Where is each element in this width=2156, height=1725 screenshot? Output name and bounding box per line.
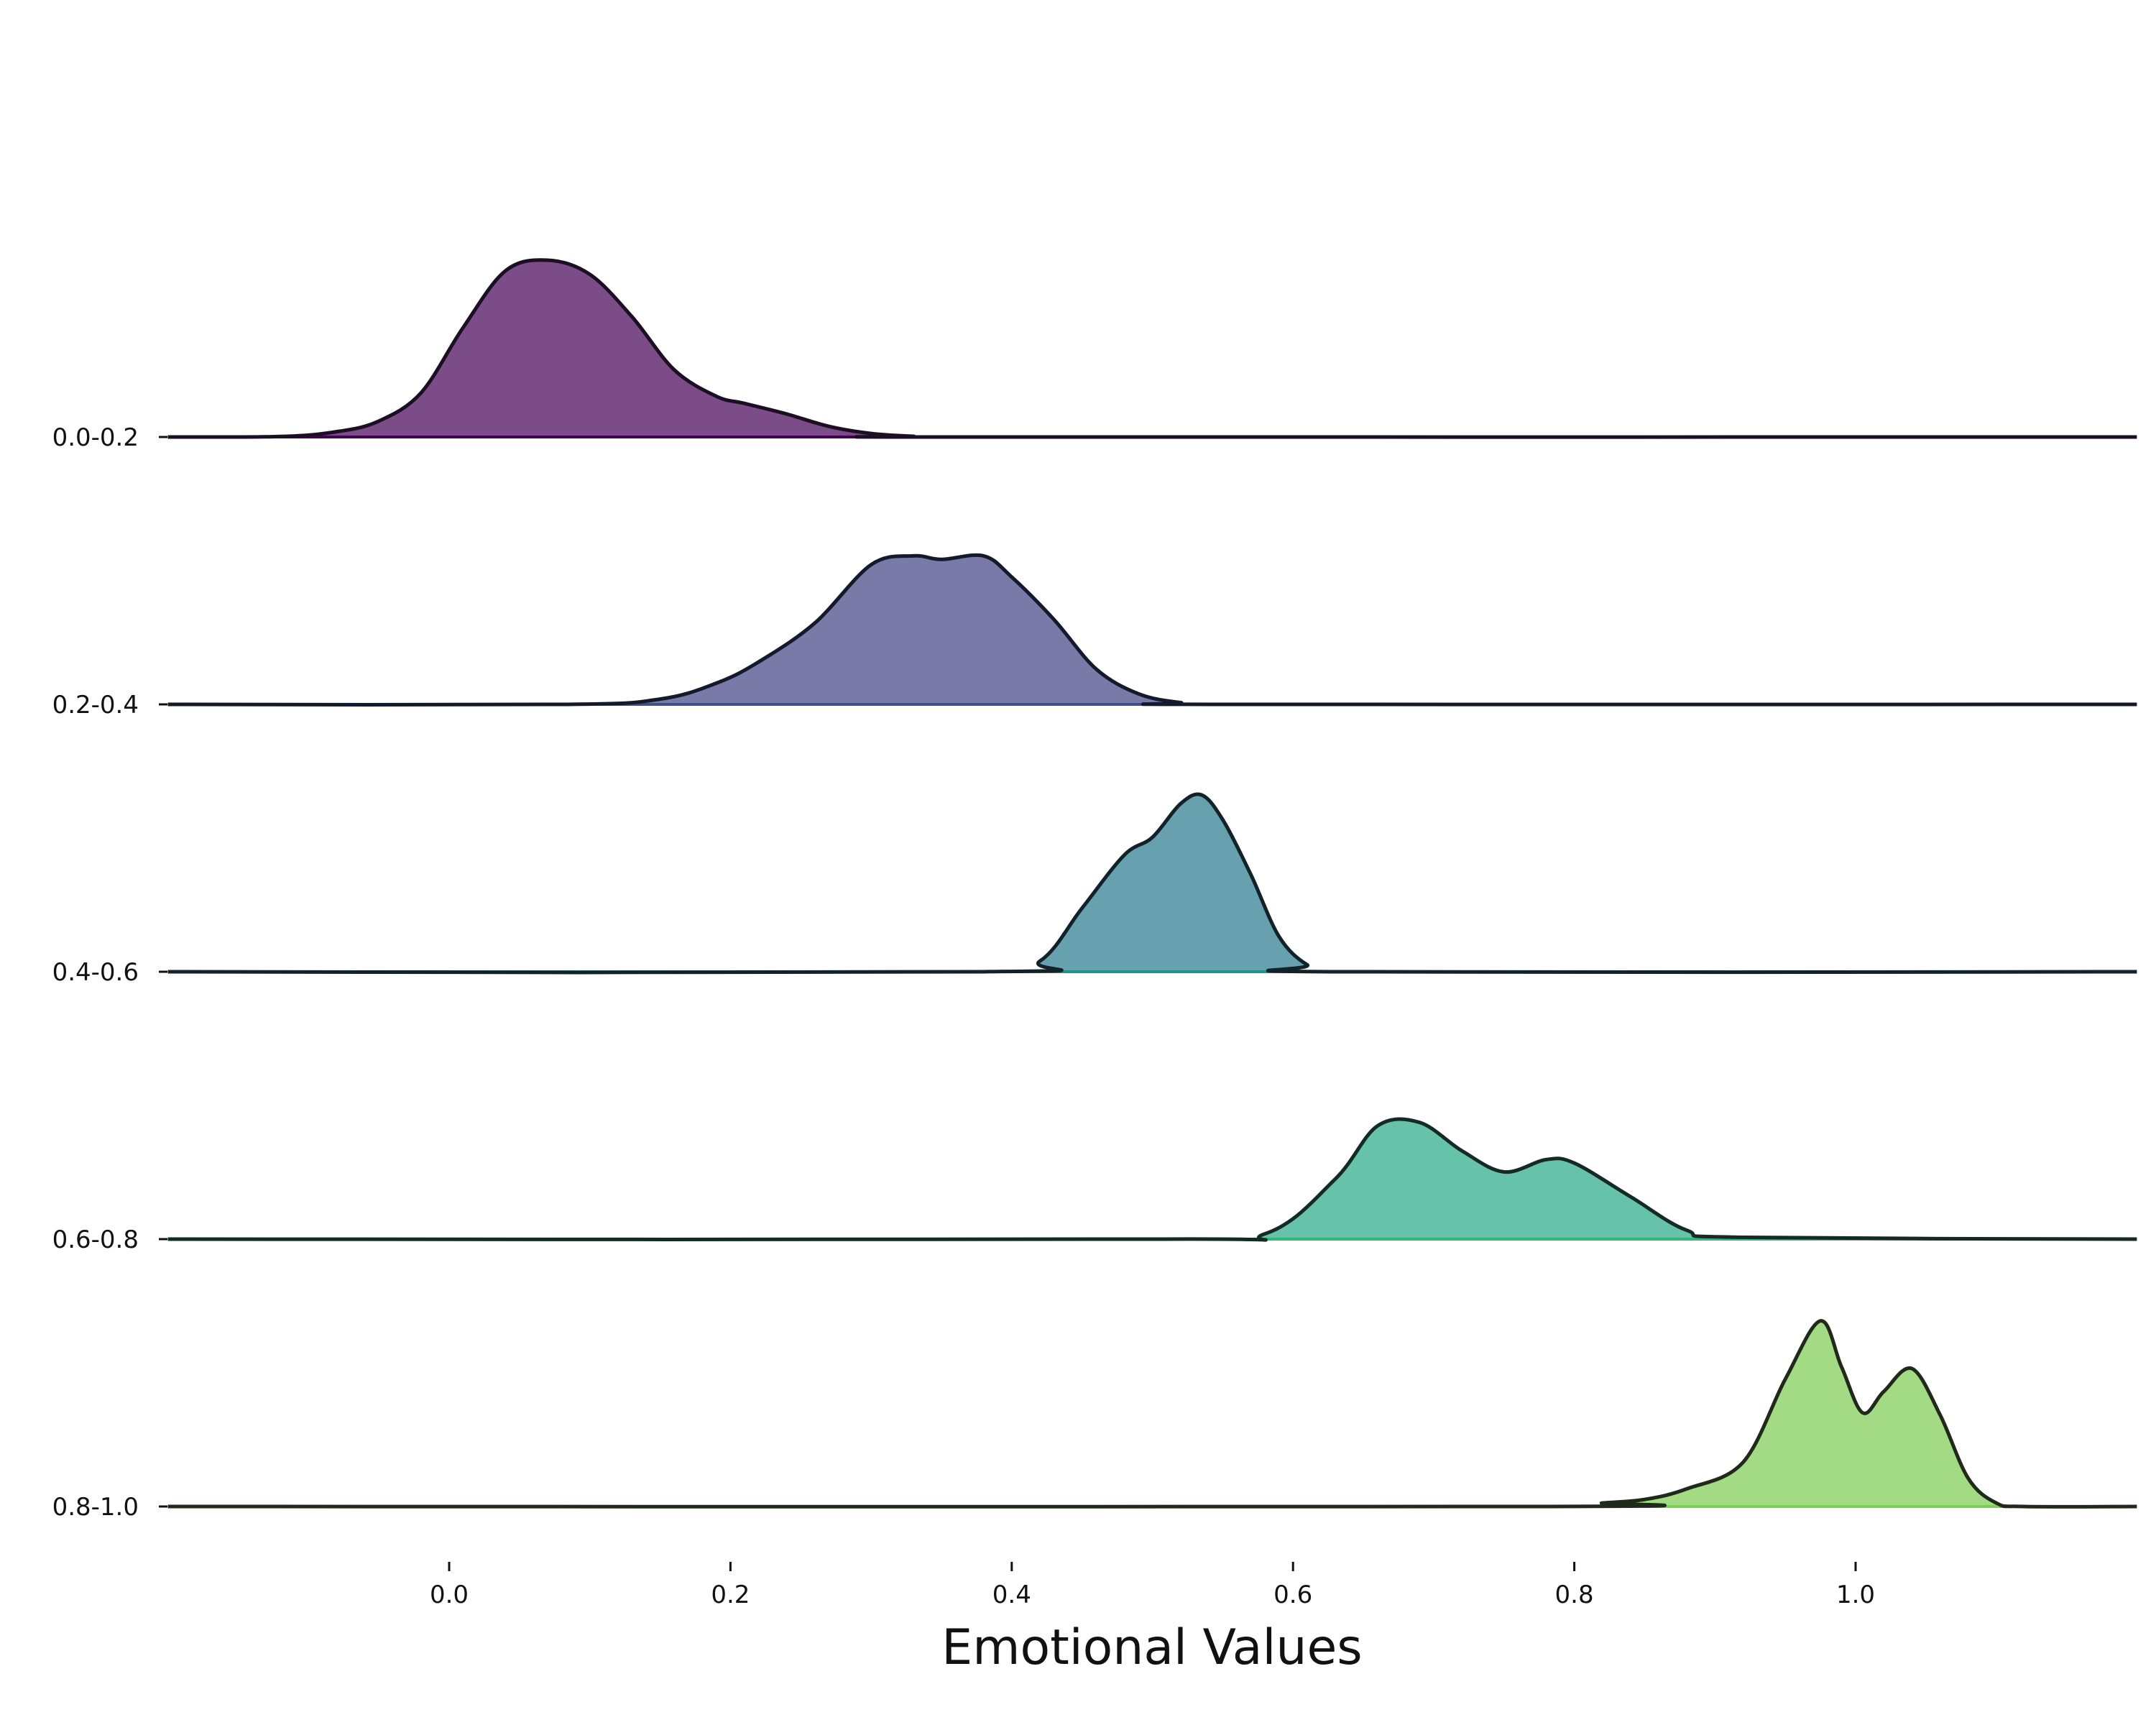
y-tick-labels: 0.0-0.2 0.2-0.4 0.4-0.6 0.6-0.8 0.8-1.0 — [52, 423, 139, 1522]
x-tick-label-0.0: 0.0 — [430, 1581, 469, 1609]
x-tick-label-0.6: 0.6 — [1273, 1581, 1312, 1609]
ridge-outline-0.2-0.4 — [167, 553, 2137, 707]
ridge-area-0.4-0.6 — [167, 794, 2137, 973]
y-tick-label-0.0-0.2: 0.0-0.2 — [52, 423, 139, 452]
y-tick-label-0.4-0.6: 0.4-0.6 — [52, 958, 139, 987]
x-tick-label-0.2: 0.2 — [711, 1581, 750, 1609]
ridge-outline-0.6-0.8 — [167, 1117, 2137, 1242]
y-tick-label-0.8-1.0: 0.8-1.0 — [52, 1493, 139, 1522]
x-axis-label: Emotional Values — [941, 1619, 1362, 1676]
ridge-areas — [167, 258, 2137, 1509]
ridge-outline-0.0-0.2 — [167, 258, 2137, 439]
y-tick-label-0.6-0.8: 0.6-0.8 — [52, 1225, 139, 1254]
ridge-outline-0.4-0.6 — [167, 792, 2137, 975]
x-tick-marks — [448, 1562, 1857, 1571]
ridge-outline-0.8-1.0 — [167, 1319, 2137, 1509]
y-tick-marks — [159, 436, 167, 1508]
x-tick-label-1.0: 1.0 — [1836, 1581, 1875, 1609]
ridge-area-0.8-1.0 — [167, 1320, 2137, 1507]
ridge-area-0.0-0.2 — [167, 259, 2137, 438]
x-tick-labels: 0.0 0.2 0.4 0.6 0.8 1.0 — [430, 1581, 1875, 1609]
ridge-area-0.6-0.8 — [167, 1118, 2137, 1241]
x-tick-label-0.8: 0.8 — [1555, 1581, 1594, 1609]
x-tick-label-0.4: 0.4 — [992, 1581, 1031, 1609]
y-tick-label-0.2-0.4: 0.2-0.4 — [52, 691, 139, 719]
ridge-area-0.2-0.4 — [167, 555, 2137, 705]
